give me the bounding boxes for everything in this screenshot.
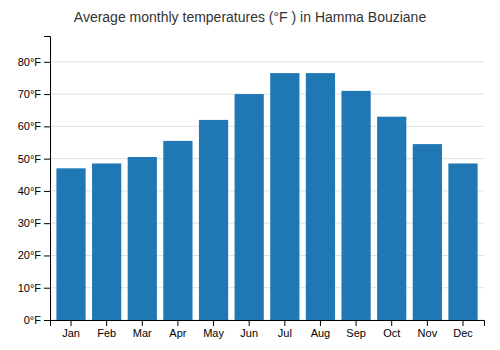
- bar: [377, 117, 406, 320]
- y-tick: 30°F: [18, 217, 50, 229]
- x-tick-label: Jul: [278, 327, 292, 339]
- y-tick-label: 70°F: [18, 88, 42, 100]
- y-tick-mark: [44, 126, 50, 127]
- x-tick-mark: [177, 320, 178, 326]
- y-tick: 60°F: [18, 120, 50, 132]
- grid-line: [50, 61, 484, 62]
- bar: [341, 91, 370, 320]
- y-tick-label: 20°F: [18, 249, 42, 261]
- x-tick-label: May: [203, 327, 224, 339]
- bar: [270, 73, 299, 320]
- bar: [199, 120, 228, 320]
- x-tick: Oct: [383, 320, 400, 339]
- x-tick-mark: [391, 320, 392, 326]
- bar: [56, 168, 85, 320]
- x-tick-mark: [249, 320, 250, 326]
- y-tick-mark: [44, 94, 50, 95]
- x-tick-mark: [462, 320, 463, 326]
- chart: Average monthly temperatures (°F ) in Ha…: [0, 0, 500, 350]
- x-tick-label: Sep: [346, 327, 366, 339]
- y-tick-mark: [44, 255, 50, 256]
- bar: [235, 94, 264, 320]
- x-tick-mark: [71, 320, 72, 326]
- bars: [56, 73, 477, 320]
- bar: [92, 163, 121, 320]
- x-tick-mark: [142, 320, 143, 326]
- y-tick: 20°F: [18, 249, 50, 261]
- y-axis: 0°F 10°F 20°F 30°F 40°F 50°F 60°F 70°F 80°F: [18, 37, 51, 327]
- y-tick: 50°F: [18, 153, 50, 165]
- y-tick: 70°F: [18, 88, 50, 100]
- y-tick: 10°F: [18, 282, 50, 294]
- x-tick-label: Jan: [62, 327, 80, 339]
- y-tick-mark: [44, 223, 50, 224]
- x-tick: Nov: [418, 320, 438, 339]
- x-tick-mark: [106, 320, 107, 326]
- x-tick-label: Dec: [453, 327, 473, 339]
- x-tick: Apr: [169, 320, 186, 339]
- x-axis: Jan Feb Mar Apr May Jun Jul Aug Sep Oct Nov Dec: [51, 320, 485, 339]
- plot: Jan Feb Mar Apr May Jun Jul Aug Sep Oct Nov Dec 0°F 1…: [18, 37, 485, 339]
- y-tick-label: 50°F: [18, 153, 42, 165]
- title: Average monthly temperatures (°F ) in Ha…: [74, 9, 427, 25]
- x-tick-label: Jun: [240, 327, 258, 339]
- x-tick: Feb: [97, 320, 116, 339]
- bar: [448, 163, 477, 320]
- y-tick-label: 80°F: [18, 56, 42, 68]
- y-tick-mark: [44, 288, 50, 289]
- bar: [128, 157, 157, 320]
- x-tick: Aug: [311, 320, 331, 339]
- x-tick-label: Mar: [133, 327, 152, 339]
- bar: [413, 144, 442, 320]
- y-tick: 40°F: [18, 185, 50, 197]
- x-tick-label: Feb: [97, 327, 116, 339]
- y-tick-label: 0°F: [24, 314, 42, 326]
- grid: [50, 62, 484, 320]
- x-tick: Jun: [240, 320, 258, 339]
- x-tick-label: Aug: [311, 327, 331, 339]
- y-tick: 80°F: [18, 56, 50, 68]
- x-tick: Jan: [62, 320, 80, 339]
- x-tick-label: Nov: [418, 327, 438, 339]
- x-tick-mark: [213, 320, 214, 326]
- bar: [163, 141, 192, 320]
- y-tick-mark: [44, 159, 50, 160]
- y-tick-label: 10°F: [18, 282, 42, 294]
- x-tick-mark: [284, 320, 285, 326]
- y-tick-label: 40°F: [18, 185, 42, 197]
- x-tick-mark: [427, 320, 428, 326]
- x-tick-label: Oct: [383, 327, 400, 339]
- x-tick-label: Apr: [169, 327, 186, 339]
- y-tick-label: 60°F: [18, 120, 42, 132]
- x-tick-mark: [356, 320, 357, 326]
- x-tick: Sep: [346, 320, 366, 339]
- bar: [306, 73, 335, 320]
- x-tick-mark: [320, 320, 321, 326]
- x-tick: Dec: [453, 320, 473, 339]
- x-tick: May: [203, 320, 224, 339]
- x-tick: Mar: [133, 320, 152, 339]
- x-tick: Jul: [278, 320, 292, 339]
- y-tick-mark: [44, 62, 50, 63]
- y-tick: 0°F: [24, 314, 50, 326]
- y-tick-label: 30°F: [18, 217, 42, 229]
- y-tick-mark: [44, 191, 50, 192]
- x-axis-line: [51, 321, 485, 327]
- y-axis-line: [44, 37, 51, 321]
- grid-line: [50, 94, 484, 95]
- grid-line: [50, 126, 484, 127]
- y-tick-mark: [44, 320, 50, 321]
